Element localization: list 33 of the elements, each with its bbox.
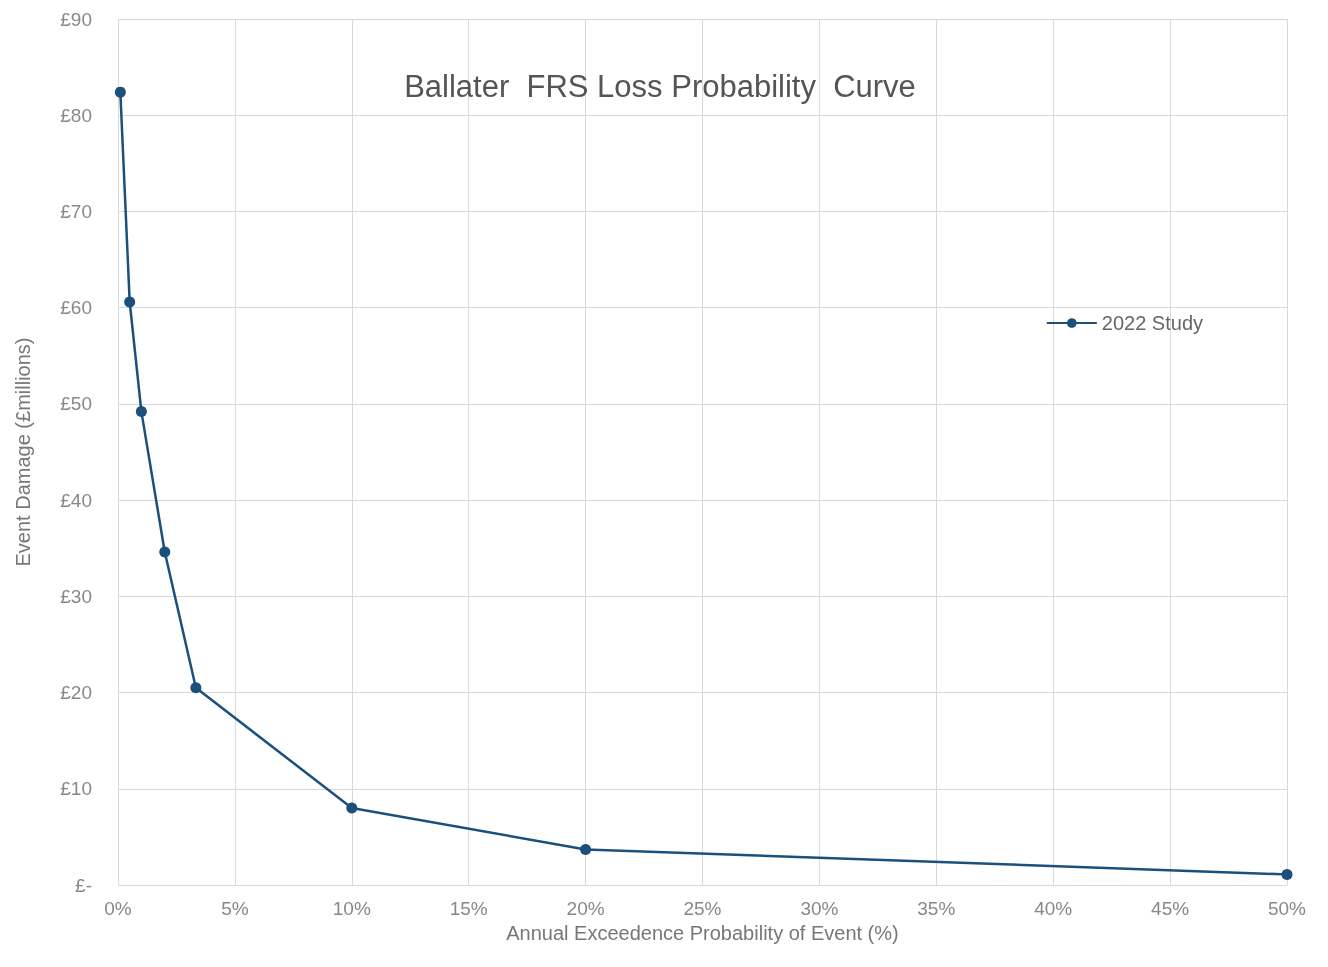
y-tick-label: £80 [60, 104, 92, 126]
x-tick-label: 30% [800, 898, 839, 919]
y-tick-label: £70 [60, 200, 92, 222]
x-axis-title: Annual Exceedence Probability of Event (%) [506, 922, 899, 944]
y-tick-label: £10 [60, 778, 92, 800]
y-tick-label: £- [75, 874, 92, 896]
x-tick-label: 35% [917, 898, 956, 919]
point [135, 406, 147, 418]
point [580, 843, 592, 855]
y-tick-label: £40 [60, 489, 92, 511]
x-tick-label: 20% [566, 898, 605, 919]
y-axis-title: Event Damage (£millions) [12, 337, 34, 567]
x-tick-label: 25% [683, 898, 722, 919]
y-tick-label: £20 [60, 682, 92, 704]
y-tick-label: £30 [60, 585, 92, 607]
x-tick-label: 50% [1267, 898, 1307, 919]
point [159, 546, 171, 558]
x-tick-label: 5% [221, 898, 249, 919]
point [114, 86, 126, 98]
x-tick-label: 0% [104, 898, 132, 919]
point [346, 802, 358, 814]
point [190, 682, 202, 694]
point [124, 296, 136, 308]
point [1281, 868, 1293, 880]
x-tick-label: 15% [449, 898, 488, 919]
text: Ballater FRS Loss Probability Curve [404, 69, 916, 104]
y-tick-label: £50 [60, 393, 92, 415]
x-tick-label: 40% [1034, 898, 1073, 919]
legend-label: 2022 Study [1101, 312, 1204, 334]
y-tick-label: £90 [60, 8, 92, 30]
x-tick-label: 10% [332, 898, 371, 919]
y-tick-label: £60 [60, 297, 92, 319]
x-tick-label: 45% [1151, 898, 1190, 919]
